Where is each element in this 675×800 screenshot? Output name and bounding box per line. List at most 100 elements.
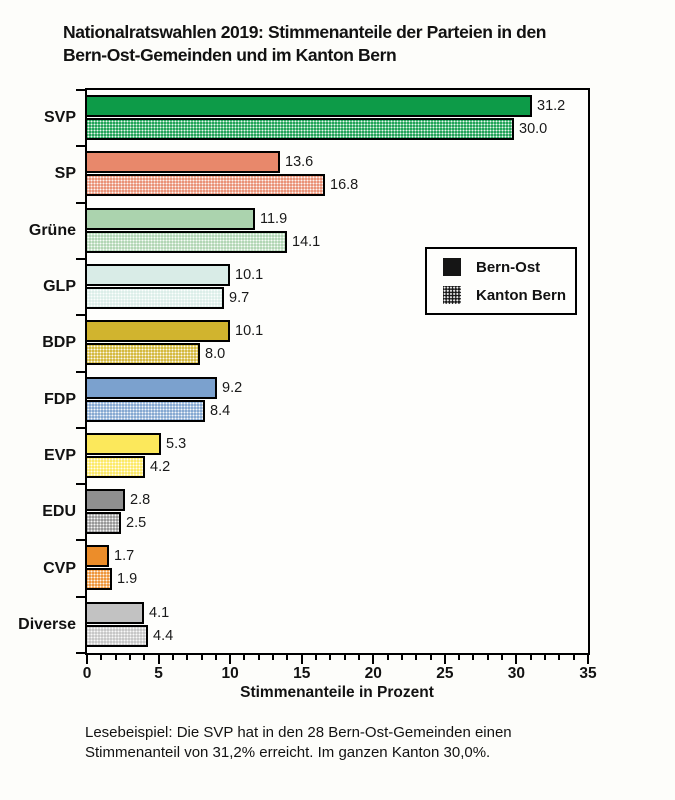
party-label: EDU — [42, 503, 76, 521]
x-axis-minor-tick — [200, 655, 203, 660]
x-axis-minor-tick — [171, 655, 174, 660]
bar-bern-ost — [85, 376, 217, 399]
party-group: 4.1 4.4 — [85, 597, 588, 653]
bar-bern-ost — [85, 545, 109, 568]
bar-value-label: 14.1 — [292, 233, 321, 250]
bar-value-label: 9.2 — [222, 379, 243, 396]
bar-kanton-bern — [85, 174, 325, 197]
x-axis-major-tick — [229, 655, 232, 664]
bar-kanton-bern — [85, 118, 514, 140]
y-axis-tick — [76, 370, 85, 373]
y-axis-tick — [76, 426, 85, 429]
legend: Bern-Ost Kanton Bern — [425, 247, 577, 315]
bar-value-label: 16.8 — [330, 177, 359, 194]
party-group: 31.2 30.0 — [85, 90, 588, 146]
bar-bern-ost — [85, 95, 532, 117]
bar-value-label: 2.5 — [126, 515, 147, 532]
legend-label: Kanton Bern — [476, 286, 566, 304]
party-label: GLP — [43, 278, 76, 296]
bar-bern-ost — [85, 207, 255, 230]
bar-kanton-bern — [85, 624, 148, 647]
x-axis-tick-label: 30 — [507, 665, 526, 682]
x-axis-major-tick — [587, 655, 589, 664]
legend-item-bern-ost: Bern-Ost — [443, 258, 575, 276]
x-axis-minor-tick — [343, 655, 346, 660]
x-axis-minor-tick — [143, 655, 146, 660]
bar-value-label: 8.0 — [205, 346, 226, 363]
bar-value-label: 31.2 — [537, 98, 566, 114]
x-axis-tick-label: 5 — [154, 665, 163, 682]
y-axis-tick — [76, 201, 85, 204]
x-axis-title: Stimmenanteile in Prozent — [240, 684, 434, 701]
x-axis-minor-tick — [429, 655, 432, 660]
bar-value-label: 5.3 — [166, 435, 187, 452]
x-axis-minor-tick — [357, 655, 360, 660]
x-axis-minor-tick — [558, 655, 561, 660]
party-label: Diverse — [18, 615, 76, 633]
party-label: EVP — [43, 446, 76, 464]
bar-bern-ost — [85, 151, 280, 174]
party-group: 2.8 2.5 — [85, 484, 588, 540]
party-group: 11.9 14.1 — [85, 203, 588, 259]
x-axis-minor-tick — [315, 655, 318, 660]
party-label: CVP — [43, 559, 76, 577]
x-axis-minor-tick — [214, 655, 217, 660]
x-axis-minor-tick — [100, 655, 103, 660]
y-axis-tick — [76, 145, 85, 148]
y-axis-tick — [76, 89, 85, 91]
x-axis-tick-label: 10 — [221, 665, 239, 682]
bar-kanton-bern — [85, 568, 112, 591]
bar-value-label: 30.0 — [519, 121, 548, 137]
bar-value-label: 1.9 — [117, 571, 138, 588]
x-axis-minor-tick — [272, 655, 275, 660]
bar-bern-ost — [85, 320, 230, 343]
party-label: SP — [54, 165, 76, 183]
legend-label: Bern-Ost — [476, 258, 541, 276]
x-axis-minor-tick — [458, 655, 461, 660]
x-axis-minor-tick — [415, 655, 418, 660]
party-label: FDP — [44, 390, 76, 408]
x-axis-major-tick — [515, 655, 518, 664]
x-axis-minor-tick — [544, 655, 547, 660]
x-axis-minor-tick — [186, 655, 189, 660]
y-axis-tick — [76, 652, 85, 654]
x-axis-minor-tick — [114, 655, 117, 660]
x-axis-minor-tick — [386, 655, 389, 660]
x-axis-minor-tick — [286, 655, 289, 660]
bar-value-label: 1.7 — [114, 548, 135, 565]
bar-value-label: 10.1 — [235, 323, 264, 340]
caption: Lesebeispiel: Die SVP hat in den 28 Bern… — [85, 724, 512, 761]
party-label: BDP — [42, 334, 76, 352]
x-axis-tick-label: 25 — [436, 665, 454, 682]
bar-value-label: 2.8 — [130, 492, 151, 509]
plot-area: Bern-Ost Kanton Bern 31.2 30.0 13.6 16.8 11.… — [85, 88, 590, 655]
x-axis-minor-tick — [243, 655, 246, 660]
bar-kanton-bern — [85, 512, 121, 535]
bar-value-label: 9.7 — [229, 289, 250, 306]
y-axis-tick — [76, 257, 85, 260]
x-axis-major-tick — [443, 655, 446, 664]
x-axis-minor-tick — [128, 655, 131, 660]
y-axis-tick — [76, 539, 85, 542]
bar-value-label: 4.4 — [153, 627, 174, 644]
x-axis-minor-tick — [329, 655, 332, 660]
legend-swatch-solid-icon — [443, 258, 461, 276]
bar-value-label: 11.9 — [260, 210, 288, 227]
bar-bern-ost — [85, 489, 125, 512]
bar-kanton-bern — [85, 343, 200, 366]
bar-kanton-bern — [85, 399, 205, 422]
y-axis-tick — [76, 314, 85, 317]
bar-value-label: 4.2 — [150, 458, 171, 475]
x-axis-minor-tick — [472, 655, 475, 660]
x-axis-minor-tick — [572, 655, 575, 660]
legend-item-kanton-bern: Kanton Bern — [443, 286, 575, 304]
bar-kanton-bern — [85, 286, 224, 309]
party-label: SVP — [43, 109, 76, 127]
party-group: 1.7 1.9 — [85, 540, 588, 596]
bar-value-label: 4.1 — [149, 604, 170, 621]
x-axis-minor-tick — [529, 655, 532, 660]
x-axis-major-tick — [372, 655, 375, 664]
bar-bern-ost — [85, 263, 230, 286]
party-group: 5.3 4.2 — [85, 428, 588, 484]
